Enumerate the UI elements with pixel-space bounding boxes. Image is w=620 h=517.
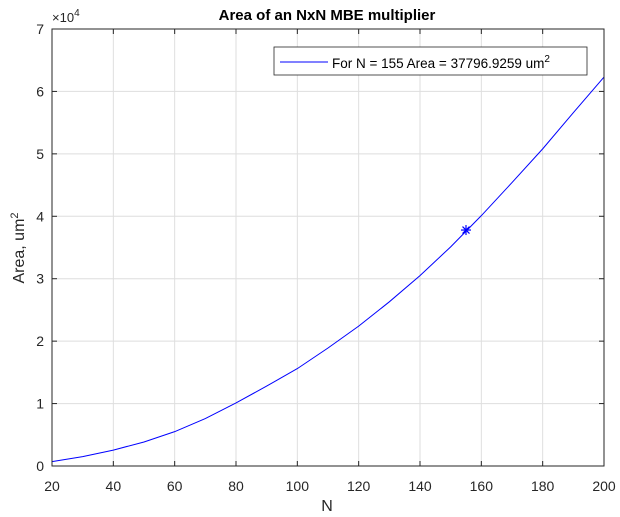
x-tick-labels: 20 40 60 80 100 120 140 160 180 200 — [44, 478, 616, 494]
legend-entry-superscript: 2 — [544, 54, 550, 65]
x-tick-label: 60 — [167, 478, 183, 494]
y-tick-label: 3 — [36, 271, 44, 287]
legend: For N = 155 Area = 37796.9259 um2 — [273, 46, 588, 76]
x-tick-label: 100 — [286, 478, 310, 494]
legend-entry-text: For N = 155 Area = 37796.9259 um — [332, 56, 544, 71]
axes-background — [52, 29, 604, 466]
axes-box — [51, 28, 605, 467]
y-axis-exponent: ×104 — [52, 8, 80, 25]
series-line — [51, 76, 605, 463]
data-point-marker — [461, 225, 471, 236]
x-tick-label: 120 — [347, 478, 371, 494]
legend-entry-label: For N = 155 Area = 37796.9259 um2 — [332, 54, 550, 71]
y-tick-label: 6 — [36, 83, 44, 99]
y-tick-label: 4 — [36, 208, 44, 224]
tick-marks — [51, 28, 605, 467]
chart-title: Area of an NxN MBE multiplier — [219, 7, 436, 24]
x-tick-label: 140 — [408, 478, 432, 494]
series-layer — [51, 76, 605, 463]
x-tick-label: 160 — [470, 478, 494, 494]
y-axis-label: Area, um2 — [9, 212, 28, 283]
y-tick-label: 2 — [36, 333, 44, 349]
x-tick-label: 180 — [531, 478, 555, 494]
x-tick-label: 200 — [592, 478, 616, 494]
x-tick-label: 40 — [106, 478, 122, 494]
y-axis-label-base: Area, um — [11, 219, 28, 284]
x-tick-label: 80 — [228, 478, 244, 494]
y-tick-label: 5 — [36, 146, 44, 162]
y-tick-labels: 0 1 2 3 4 5 6 7 — [36, 21, 44, 474]
y-axis-exponent-base: ×10 — [52, 10, 74, 25]
legend-box — [273, 46, 588, 76]
x-tick-label: 20 — [44, 478, 60, 494]
y-axis-label-superscript: 2 — [9, 212, 21, 218]
plot-area — [51, 28, 605, 467]
y-axis-exponent-power: 4 — [74, 8, 80, 19]
x-axis-label: N — [321, 498, 333, 515]
y-tick-label: 0 — [36, 458, 44, 474]
y-tick-label: 1 — [36, 396, 44, 412]
y-tick-label: 7 — [36, 21, 44, 37]
